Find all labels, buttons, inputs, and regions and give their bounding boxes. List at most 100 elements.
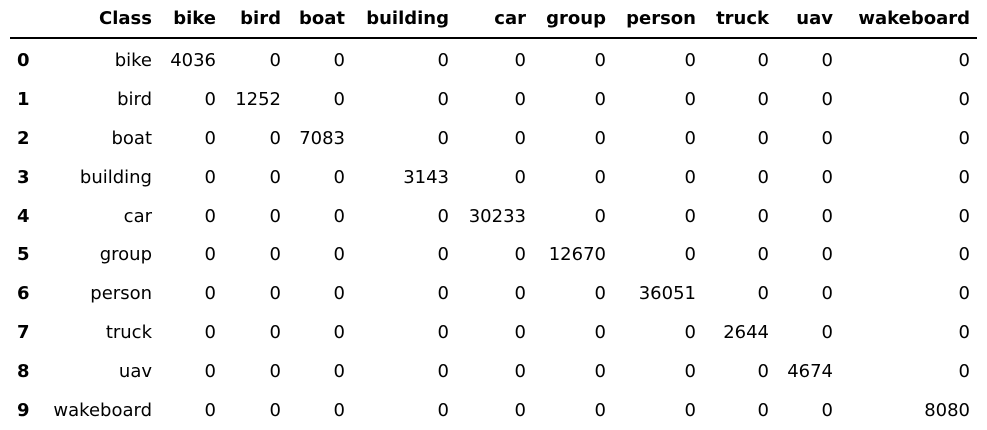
count-cell: 0 xyxy=(757,205,769,227)
count-cell: 0 xyxy=(269,361,281,383)
class-label-cell: building xyxy=(79,166,152,188)
count-cell: 0 xyxy=(958,166,970,188)
count-cell: 0 xyxy=(204,322,216,344)
count-cell: 0 xyxy=(594,127,606,149)
count-cell: 0 xyxy=(269,399,281,421)
table-body: 0 bike 4036 0 0 0 0 0 0 0 0 0 1 bird 0 1252 0 0 0 0 0 0 0 0 2 boa… xyxy=(10,38,977,430)
count-cell: 0 xyxy=(594,205,606,227)
count-cell: 0 xyxy=(269,49,281,71)
row-index: 1 xyxy=(17,88,30,110)
count-cell: 0 xyxy=(333,283,345,305)
class-label-cell: uav xyxy=(118,361,152,383)
row-index: 8 xyxy=(17,361,30,383)
count-cell: 12670 xyxy=(548,244,606,266)
count-cell: 0 xyxy=(757,88,769,110)
row-index: 5 xyxy=(17,244,30,266)
count-cell: 0 xyxy=(269,322,281,344)
count-cell: 0 xyxy=(594,283,606,305)
count-cell: 0 xyxy=(821,127,833,149)
count-cell: 0 xyxy=(204,361,216,383)
count-cell: 0 xyxy=(204,88,216,110)
count-cell: 0 xyxy=(684,244,696,266)
count-cell: 0 xyxy=(437,283,449,305)
count-cell: 0 xyxy=(757,361,769,383)
count-cell: 0 xyxy=(757,127,769,149)
count-cell: 7083 xyxy=(299,127,345,149)
count-cell: 0 xyxy=(333,399,345,421)
count-cell: 0 xyxy=(958,361,970,383)
count-cell: 4036 xyxy=(170,49,216,71)
count-cell: 0 xyxy=(757,49,769,71)
count-cell: 0 xyxy=(514,49,526,71)
count-cell: 1252 xyxy=(235,88,281,110)
count-cell: 0 xyxy=(333,205,345,227)
count-cell: 0 xyxy=(684,88,696,110)
row-index: 0 xyxy=(17,49,30,71)
class-label-cell: bird xyxy=(117,88,152,110)
column-header: person xyxy=(613,0,703,39)
count-cell: 0 xyxy=(204,127,216,149)
count-cell: 0 xyxy=(821,49,833,71)
row-index: 2 xyxy=(17,127,30,149)
table-row: 9 wakeboard 0 0 0 0 0 0 0 0 0 8080 xyxy=(10,391,977,430)
count-cell: 0 xyxy=(684,166,696,188)
count-cell: 0 xyxy=(821,399,833,421)
count-cell: 0 xyxy=(514,166,526,188)
count-cell: 0 xyxy=(514,322,526,344)
count-cell: 0 xyxy=(958,283,970,305)
column-header: building xyxy=(352,0,456,39)
table-row: 3 building 0 0 0 3143 0 0 0 0 0 0 xyxy=(10,158,977,197)
count-cell: 0 xyxy=(821,166,833,188)
count-cell: 0 xyxy=(333,361,345,383)
table-row: 8 uav 0 0 0 0 0 0 0 0 4674 0 xyxy=(10,352,977,391)
count-cell: 0 xyxy=(821,205,833,227)
count-cell: 0 xyxy=(204,205,216,227)
table-header: Class bike bird boat building car group person t… xyxy=(10,0,977,39)
count-cell: 3143 xyxy=(403,166,449,188)
class-label-cell: person xyxy=(90,283,152,305)
confusion-table-container: Class bike bird boat building car group person t… xyxy=(10,0,977,430)
count-cell: 0 xyxy=(333,322,345,344)
table-row: 0 bike 4036 0 0 0 0 0 0 0 0 0 xyxy=(10,38,977,80)
count-cell: 0 xyxy=(958,127,970,149)
count-cell: 0 xyxy=(269,166,281,188)
count-cell: 0 xyxy=(684,399,696,421)
class-label-cell: wakeboard xyxy=(53,399,152,421)
table-row: 7 truck 0 0 0 0 0 0 0 2644 0 0 xyxy=(10,313,977,352)
count-cell: 0 xyxy=(514,399,526,421)
count-cell: 0 xyxy=(594,88,606,110)
count-cell: 0 xyxy=(333,49,345,71)
header-index xyxy=(10,0,44,39)
count-cell: 0 xyxy=(514,283,526,305)
confusion-table: Class bike bird boat building car group person t… xyxy=(10,0,977,430)
column-header: bike xyxy=(159,0,223,39)
column-header: group xyxy=(533,0,613,39)
count-cell: 0 xyxy=(757,244,769,266)
class-label-cell: boat xyxy=(111,127,152,149)
row-index: 3 xyxy=(17,166,30,188)
class-label-cell: bike xyxy=(114,49,152,71)
count-cell: 0 xyxy=(958,49,970,71)
count-cell: 0 xyxy=(437,205,449,227)
count-cell: 0 xyxy=(821,322,833,344)
count-cell: 8080 xyxy=(924,399,970,421)
count-cell: 0 xyxy=(437,127,449,149)
class-label-cell: truck xyxy=(105,322,152,344)
column-header: Class xyxy=(44,0,159,39)
count-cell: 0 xyxy=(757,166,769,188)
table-row: 2 boat 0 0 7083 0 0 0 0 0 0 0 xyxy=(10,119,977,158)
count-cell: 0 xyxy=(269,283,281,305)
count-cell: 0 xyxy=(204,166,216,188)
column-header: boat xyxy=(288,0,352,39)
count-cell: 0 xyxy=(437,322,449,344)
count-cell: 0 xyxy=(594,166,606,188)
column-header: bird xyxy=(223,0,288,39)
count-cell: 0 xyxy=(958,205,970,227)
count-cell: 0 xyxy=(514,361,526,383)
count-cell: 0 xyxy=(821,88,833,110)
count-cell: 0 xyxy=(684,127,696,149)
count-cell: 0 xyxy=(684,205,696,227)
count-cell: 0 xyxy=(333,88,345,110)
column-header: uav xyxy=(776,0,840,39)
column-header: truck xyxy=(703,0,776,39)
